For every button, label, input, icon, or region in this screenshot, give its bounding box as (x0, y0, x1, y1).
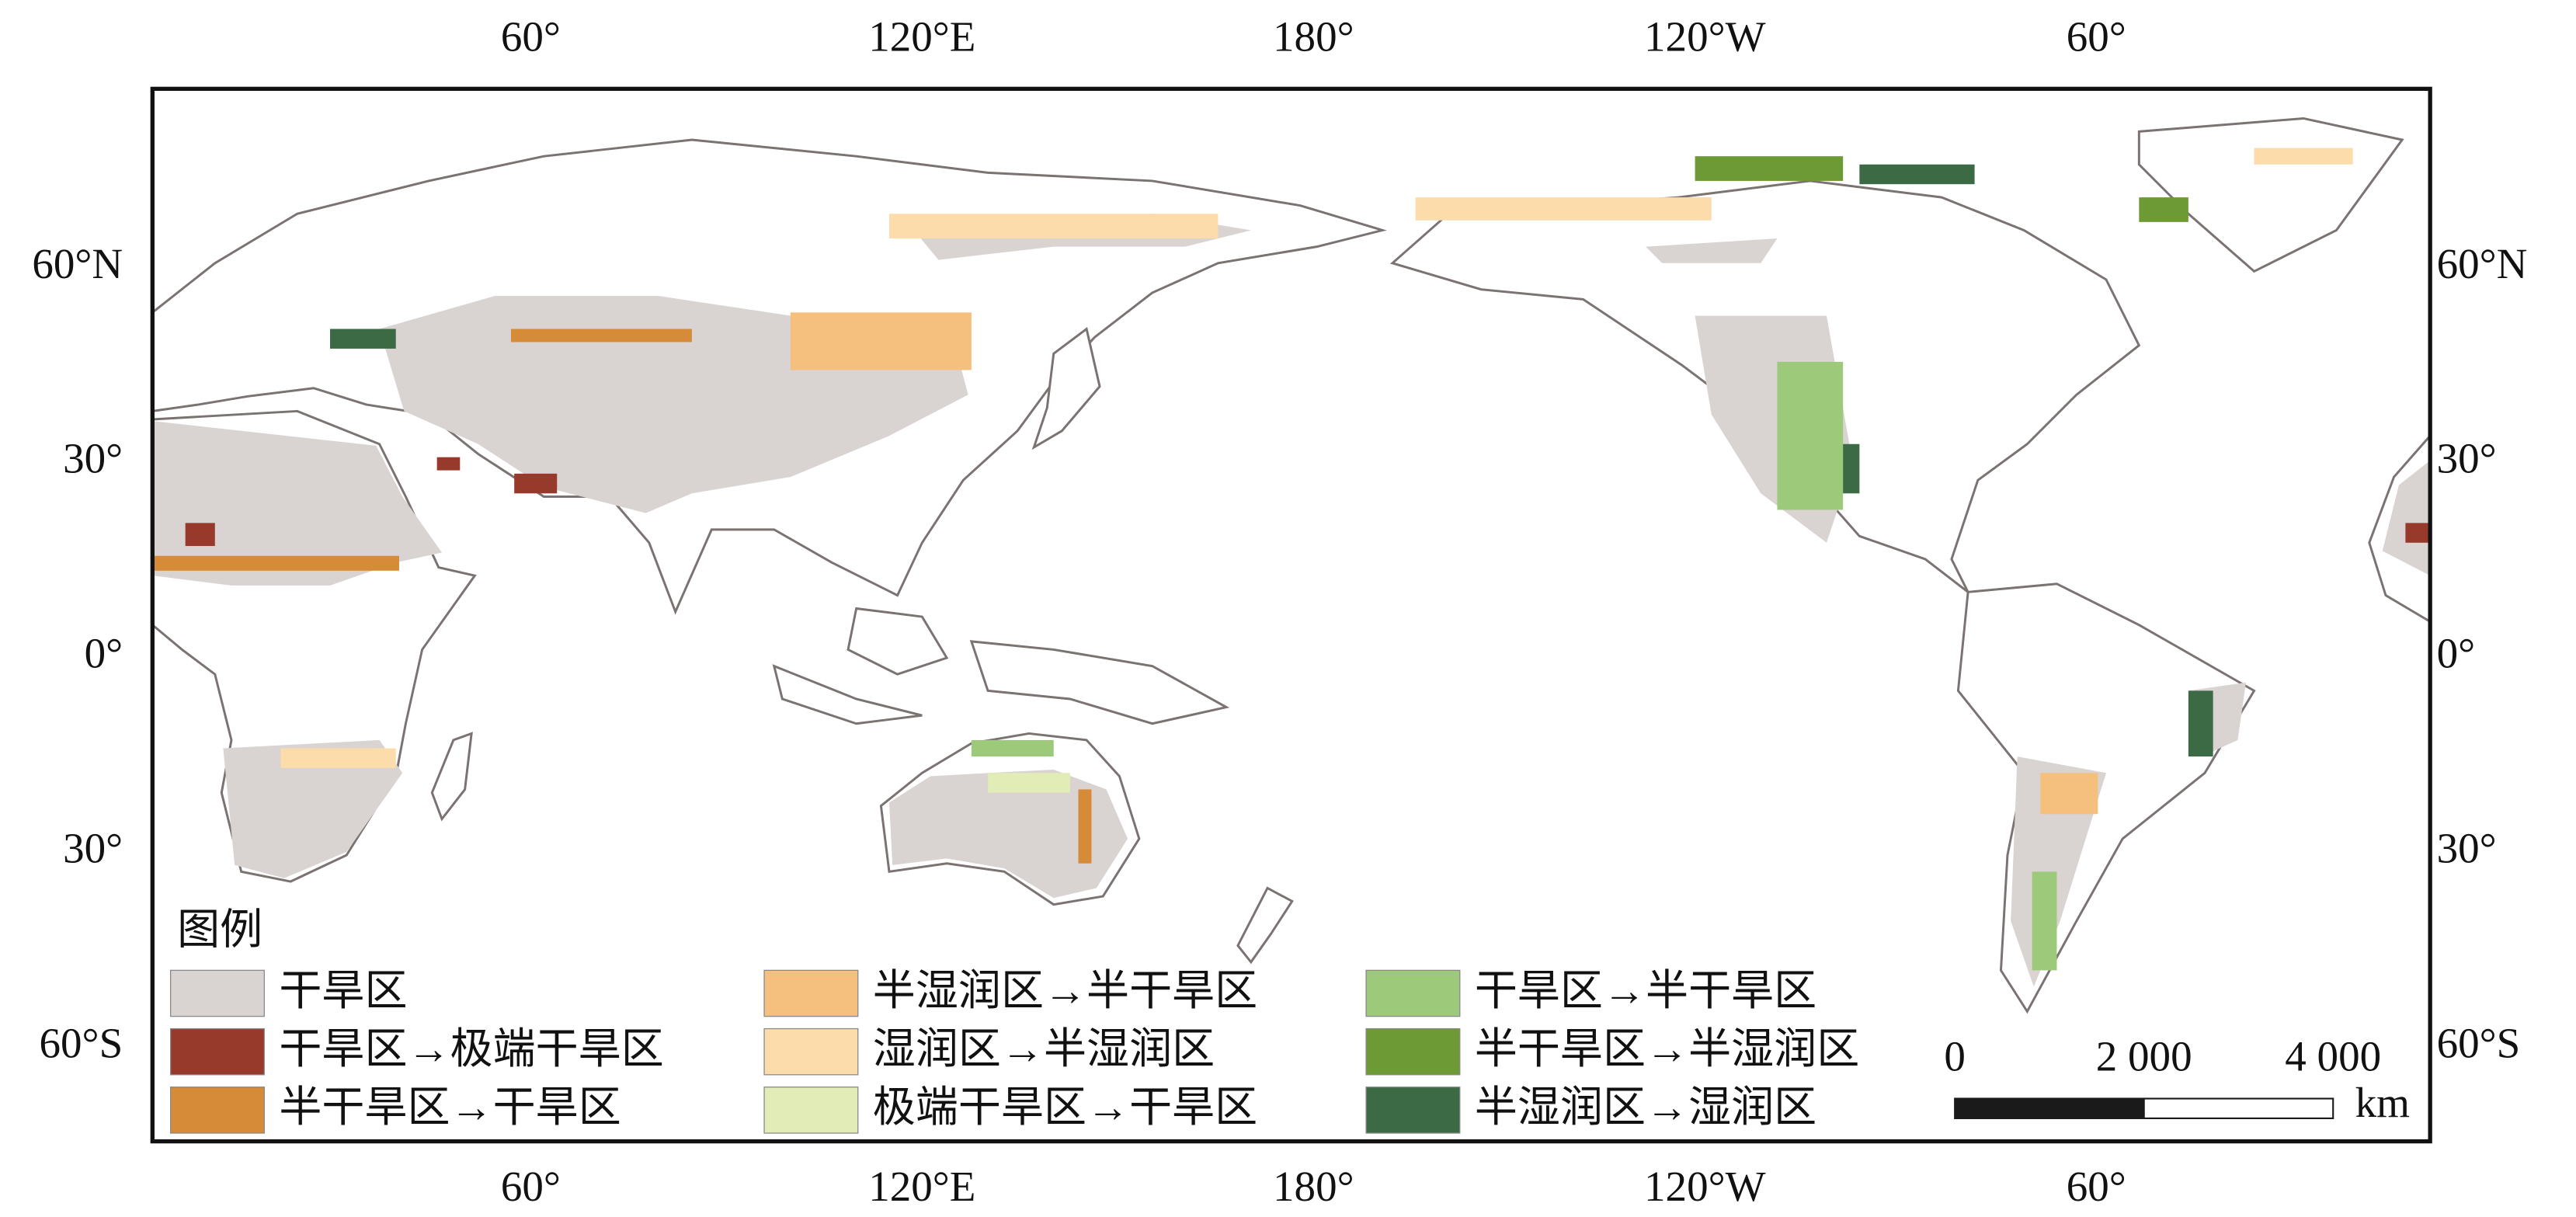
legend-swatch (1365, 1027, 1461, 1076)
change-patch (514, 473, 558, 494)
change-patch (2032, 871, 2057, 971)
change-patch (185, 523, 215, 547)
longitude-label: 60° (501, 1163, 561, 1210)
legend-label: 极端干旱区→干旱区 (873, 1083, 1257, 1131)
scale-bar: km 0 2 000 4 000 (1944, 1032, 2410, 1125)
legend-label: 半湿润区→半干旱区 (873, 967, 1257, 1014)
madagascar (430, 732, 473, 822)
change-patch (2139, 197, 2188, 222)
longitude-label: 180° (1273, 1163, 1354, 1210)
change-patch (280, 748, 396, 768)
scale-label: 2 000 (2096, 1032, 2192, 1080)
longitude-label: 120°W (1644, 13, 1766, 61)
latitude-label: 0° (2437, 630, 2476, 677)
japan (1031, 326, 1101, 450)
longitude-label: 120°E (868, 13, 975, 61)
longitude-label: 60° (501, 13, 561, 61)
legend-swatch (763, 1087, 859, 1134)
change-patch (1859, 164, 1975, 185)
dryland-patch (152, 421, 443, 586)
legend-swatch (169, 1027, 265, 1076)
change-patch (1078, 789, 1092, 864)
change-patch (2040, 773, 2098, 815)
new-zealand (1236, 886, 1294, 965)
change-patch (971, 739, 1054, 757)
latitude-label: 30° (63, 825, 123, 872)
labels: 60° 120°E 180° 120°W 60° 60° 120°E 180° 120°W 60°… (32, 13, 2527, 1210)
longitude-label: 120°W (1644, 1163, 1766, 1210)
longitude-label: 120°E (868, 1163, 975, 1210)
scale-segment (2143, 1097, 2334, 1120)
legend-label: 干旱区→半干旱区 (1475, 967, 1816, 1014)
legend-label: 半湿润区→湿润区 (1475, 1083, 1816, 1131)
longitude-label: 60° (2067, 1163, 2126, 1210)
legend-swatch (763, 1027, 859, 1076)
change-patch (2188, 690, 2213, 757)
change-patch (888, 214, 1218, 239)
map-area (151, 116, 2432, 1014)
latitude-label: 0° (85, 630, 123, 677)
legend-label: 湿润区→半湿润区 (873, 1025, 1215, 1073)
latitude-label: 60°S (2437, 1020, 2521, 1067)
legend-label: 干旱区 (279, 967, 407, 1014)
legend-title: 图例 (177, 906, 262, 953)
change-patch (790, 312, 972, 370)
change-patch (510, 329, 692, 342)
change-patch (152, 555, 399, 571)
dryland-patch (1646, 238, 1778, 263)
change-patch (1843, 443, 1860, 494)
legend-swatch (763, 969, 859, 1017)
scale-label: 4 000 (2285, 1032, 2381, 1080)
legend-label: 干旱区→极端干旱区 (279, 1025, 663, 1073)
legend-swatch (1365, 1087, 1461, 1134)
legend-label: 半干旱区→半湿润区 (1475, 1025, 1859, 1073)
latitude-label: 30° (2437, 825, 2497, 872)
change-patch (436, 457, 461, 471)
dryland-patch (888, 770, 1128, 899)
map-frame (150, 86, 2432, 1144)
legend-label: 半干旱区→干旱区 (279, 1083, 621, 1131)
latitude-label: 60°N (32, 240, 123, 287)
change-patch (1695, 156, 1844, 181)
scale-segment (1954, 1097, 2145, 1120)
change-patch (330, 329, 396, 349)
latitude-label: 30° (2437, 435, 2497, 482)
longitude-label: 180° (1273, 13, 1354, 61)
dryland-patch (2382, 460, 2431, 576)
change-patch (2254, 148, 2353, 165)
latitude-label: 30° (63, 435, 123, 482)
change-patch (1777, 361, 1844, 510)
latitude-label: 60°S (40, 1020, 123, 1067)
scale-unit: km (2355, 1079, 2410, 1126)
change-patch (2405, 523, 2431, 543)
scale-label: 0 (1944, 1032, 1966, 1080)
dryland-patch (223, 739, 403, 878)
change-patch (988, 773, 1070, 793)
longitude-label: 60° (2067, 13, 2126, 61)
southeast-asia-islands (772, 607, 1230, 725)
legend-swatch (1365, 969, 1461, 1017)
latitude-label: 60°N (2437, 240, 2528, 287)
legend-swatch (169, 1087, 265, 1134)
legend-swatch (169, 969, 265, 1017)
change-patch (1415, 197, 1712, 221)
